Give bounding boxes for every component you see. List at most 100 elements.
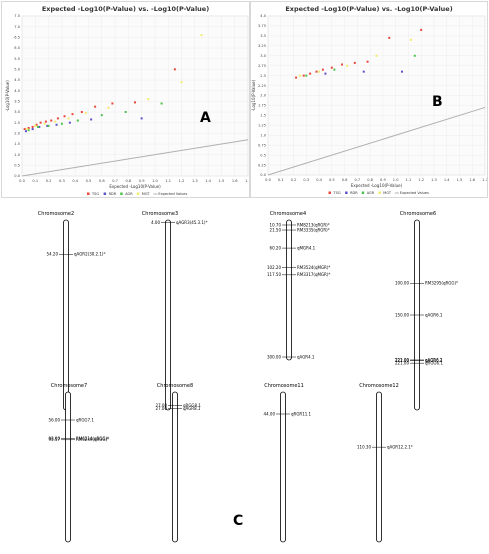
marker-label: qRGG7.1 [76, 417, 94, 422]
marker-position: 150.00 [395, 312, 409, 317]
point-tsg [366, 60, 369, 63]
panel-c-letter: C [233, 513, 244, 529]
y-tick-label: 0.0 [260, 173, 266, 177]
y-tick-label: 1.75 [258, 104, 266, 108]
y-tick-label: 7.0 [14, 25, 20, 29]
point-rdr [68, 121, 71, 124]
legend-swatch [87, 192, 90, 195]
marker-position: 54.20 [47, 252, 59, 257]
chromosome-bar [172, 391, 178, 543]
marker-label: RM3335(qRGR)* [297, 227, 330, 232]
x-tick-label: 0.7 [112, 179, 118, 183]
chromosome-bar [165, 219, 171, 411]
legend-label: AGR [367, 191, 375, 195]
point-mgt [346, 64, 349, 67]
marker-position: 21.50 [270, 227, 282, 232]
point-mgt [107, 106, 110, 109]
point-tsg [353, 61, 356, 64]
y-tick-label: 2.5 [14, 121, 20, 125]
y-tick-label: 0.5 [260, 153, 266, 157]
marker-position: 4.00 [151, 220, 160, 225]
y-tick-label: 2.5 [260, 74, 266, 78]
marker-label: RM3295(qRGG)* [425, 281, 458, 286]
marker-position: 222.00 [395, 358, 409, 363]
y-tick-label: 1.5 [260, 114, 266, 118]
y-tick-label: 6.5 [14, 36, 20, 40]
chromosome-title: Chromosome12 [359, 383, 399, 389]
x-tick-label: 1.3 [431, 178, 437, 182]
y-tick-label: 2.75 [258, 64, 266, 68]
point-agr [413, 54, 416, 57]
y-tick-label: 2.25 [258, 84, 266, 88]
x-tick-label: 1.5 [219, 179, 225, 183]
chromosome-bar [65, 391, 71, 543]
chromosome-map: Chromosome2 54.20 qAGR2(30.2.1)* Chromosome… [0, 205, 489, 550]
point-mgt [375, 54, 378, 57]
chromosome-title: Chromosome4 [270, 211, 306, 217]
point-tsg [56, 117, 59, 120]
marker-label: qRGG6.1 [425, 360, 443, 365]
point-agr [60, 122, 63, 125]
y-tick-label: 0.0 [14, 174, 20, 178]
point-mgt [409, 38, 412, 41]
y-tick-label: 0.25 [258, 163, 266, 167]
point-rdr [24, 130, 27, 133]
x-axis-label: Expected -Log10(P-Value) [109, 184, 161, 189]
point-mgt [26, 128, 29, 131]
qq-plot-panel-b: Expected -Log10(P-Value) vs. -Log10(P-Va… [250, 1, 488, 198]
point-mgt [67, 117, 70, 120]
y-tick-label: 4.5 [14, 78, 20, 82]
x-tick-label: 0.5 [86, 179, 92, 183]
marker-position: 56.00 [49, 417, 61, 422]
marker-label: RM3524(qMGR)* [297, 265, 330, 270]
marker-position: 221.00 [395, 360, 409, 365]
legend-swatch [103, 192, 107, 195]
x-tick-label: 0.5 [329, 178, 335, 182]
point-tsg [35, 123, 38, 126]
y-tick-label: 3.0 [260, 54, 266, 58]
point-rdr [90, 118, 93, 121]
y-tick-label: 7.5 [14, 14, 20, 18]
x-axis-label: Expected -Log10(P-Value) [351, 183, 403, 188]
point-tsg [302, 74, 305, 77]
marker-position: 44.00 [264, 411, 276, 416]
x-tick-label: 0.7 [354, 178, 360, 182]
x-tick-label: 1.2 [179, 179, 185, 183]
y-tick-label: 1.0 [260, 133, 266, 137]
expected-line [21, 139, 249, 177]
marker-label: qRGR11.1 [291, 411, 312, 416]
point-mgt [43, 122, 46, 125]
x-tick-label: 1.3 [192, 179, 198, 183]
marker-position: 100.00 [395, 281, 409, 286]
point-rdr [324, 72, 327, 75]
marker-label: qAGR6.1 [425, 312, 443, 317]
x-tick-label: 1.0 [393, 178, 399, 182]
x-tick-label: 1.7 [482, 178, 487, 182]
point-rdr [38, 125, 41, 128]
x-tick-label: 0.9 [380, 178, 386, 182]
x-tick-label: 1.0 [152, 179, 158, 183]
point-rdr [140, 117, 143, 120]
y-tick-label: 6.0 [14, 46, 20, 50]
chromosome-bar [63, 219, 69, 411]
chromosome-map-svg: Chromosome2 54.20 qAGR2(30.2.1)* Chromosome… [38, 211, 458, 543]
point-tsg [63, 115, 66, 118]
marker-position: 221.00 [395, 357, 409, 362]
marker-position: 27.00 [156, 403, 168, 408]
legend-swatch [378, 191, 381, 194]
plot-area [21, 15, 249, 177]
point-agr [333, 68, 336, 71]
point-tsg [44, 120, 47, 123]
marker-position: 117.50 [267, 272, 281, 277]
x-tick-label: 0.6 [342, 178, 348, 182]
chromosome-bar [286, 219, 292, 361]
point-mgt [318, 70, 321, 73]
legend-swatch [345, 191, 348, 194]
point-tsg [23, 128, 26, 131]
marker-position: 10.70 [270, 222, 282, 227]
y-tick-label: 2.0 [14, 132, 20, 136]
legend-label: MGT [383, 191, 392, 195]
legend-label: TSG [91, 192, 99, 196]
marker-label: RM3317(qMGR)* [297, 272, 330, 277]
chromosome-title: Chromosome11 [264, 383, 304, 389]
